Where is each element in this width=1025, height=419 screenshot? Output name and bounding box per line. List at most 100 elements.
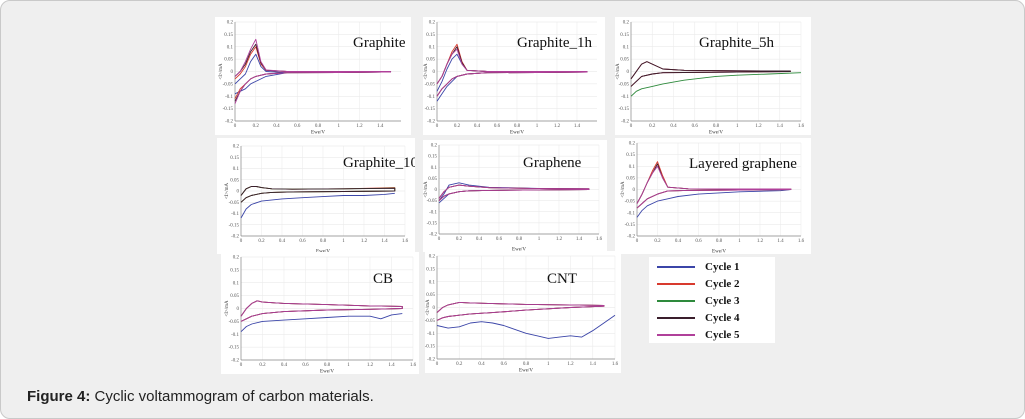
y-tick-label: -0.15 bbox=[425, 345, 435, 350]
y-tick-label: 0.2 bbox=[429, 255, 436, 260]
y-tick-label: 0.15 bbox=[620, 33, 629, 38]
x-tick-label: 1.2 bbox=[367, 363, 374, 368]
x-tick-label: 0.8 bbox=[320, 239, 327, 244]
x-tick-label: 1.2 bbox=[554, 124, 561, 129]
y-tick-label: 0.05 bbox=[626, 176, 635, 181]
x-tick-label: 0.4 bbox=[478, 362, 485, 367]
y-axis-label: <I>/mA bbox=[424, 63, 429, 80]
y-tick-label: -0.1 bbox=[225, 95, 233, 100]
x-tick-label: 1 bbox=[536, 124, 539, 129]
x-tick-label: 0.4 bbox=[281, 363, 288, 368]
y-tick-label: 0.05 bbox=[620, 58, 629, 63]
y-tick-label: -0.2 bbox=[627, 235, 635, 240]
x-tick-label: 0.8 bbox=[514, 124, 521, 129]
x-tick-label: 0.4 bbox=[474, 124, 481, 129]
series-cycle-1 bbox=[240, 192, 395, 219]
x-axis-label: Ewe/V bbox=[320, 370, 334, 375]
y-tick-label: -0.15 bbox=[229, 346, 240, 351]
y-tick-label: -0.1 bbox=[427, 95, 435, 100]
x-tick-label: 1.4 bbox=[590, 362, 597, 367]
chart-svg: 0.20.150.10.050-0.05-0.1-0.15-0.20 0.2 0.4… bbox=[225, 145, 415, 254]
x-tick-label: 0.4 bbox=[670, 124, 677, 129]
y-tick-label: -0.2 bbox=[231, 235, 239, 240]
y-tick-label: 0.1 bbox=[233, 167, 240, 172]
figure-caption: Figure 4: Cyclic voltammogram of carbon … bbox=[27, 388, 374, 405]
chart-svg: 0.20.150.10.050-0.05-0.1-0.15-0.20 0.2 0.4… bbox=[616, 21, 805, 135]
x-axis-label: Ewe/V bbox=[712, 250, 726, 255]
legend-item-cycle-2: Cycle 2 bbox=[657, 276, 775, 292]
y-tick-label: 0.15 bbox=[224, 33, 233, 38]
chart-title: Graphite_5h bbox=[699, 35, 774, 51]
x-tick-label: 1 bbox=[547, 362, 550, 367]
x-tick-label: 0 bbox=[438, 237, 441, 242]
x-tick-label: 0.2 bbox=[259, 363, 266, 368]
series-cycle-1 bbox=[636, 189, 791, 218]
x-tick-label: 0 bbox=[630, 124, 633, 129]
x-tick-label: 0.8 bbox=[716, 239, 723, 244]
x-tick-label: 0 bbox=[240, 239, 243, 244]
y-tick-label: 0.1 bbox=[227, 45, 234, 50]
cv-chart-cb: 0.2 0.15 0.1 0.05 0 -0.05 -0.1 -0.15 -0.2 0 0.2 0.4… bbox=[221, 252, 419, 374]
series-cycle-5 bbox=[436, 48, 588, 97]
y-tick-label: 0 bbox=[627, 70, 630, 75]
cv-chart-graphite: 0.2 0.15 0.1 0.05 0 -0.05 -0.1 -0.15 -0.2 0 0.2 0.4… bbox=[215, 17, 411, 135]
x-tick-label: 0.2 bbox=[456, 362, 463, 367]
x-tick-label: 0 bbox=[436, 124, 439, 129]
y-tick-label: -0.05 bbox=[229, 201, 240, 206]
y-tick-label: -0.05 bbox=[223, 82, 234, 87]
x-tick-label: 0.2 bbox=[253, 124, 260, 129]
x-tick-label: 1.6 bbox=[798, 239, 805, 244]
x-tick-label: 1.6 bbox=[410, 363, 417, 368]
x-tick-label: 1 bbox=[736, 124, 739, 129]
y-tick-label: -0.2 bbox=[429, 233, 437, 238]
legend-label: Cycle 4 bbox=[705, 312, 740, 324]
x-tick-label: 1 bbox=[538, 237, 541, 242]
legend-swatch bbox=[657, 334, 695, 336]
y-tick-label: -0.05 bbox=[229, 320, 240, 325]
y-tick-label: 0 bbox=[435, 188, 438, 193]
cv-chart-graphene: 0.2 0.15 0.1 0.05 0 -0.05 -0.1 -0.15 -0.2 0 0.2 0.4… bbox=[423, 140, 607, 252]
y-tick-label: -0.15 bbox=[229, 223, 240, 228]
y-tick-label: -0.05 bbox=[425, 319, 435, 324]
series-cycle-5 bbox=[636, 165, 792, 209]
x-tick-label: 1.4 bbox=[381, 239, 388, 244]
y-tick-label: 0.05 bbox=[224, 58, 233, 63]
x-tick-label: 1.2 bbox=[361, 239, 368, 244]
y-tick-label: -0.15 bbox=[625, 223, 636, 228]
x-axis-label: Ewe/V bbox=[519, 369, 533, 374]
legend-item-cycle-4: Cycle 4 bbox=[657, 310, 775, 326]
chart-svg: 0.20.150.10.050-0.05-0.1-0.15-0.20 0.2 0.4… bbox=[424, 144, 603, 252]
y-tick-label: 0.1 bbox=[429, 280, 436, 285]
x-tick-label: 1.6 bbox=[402, 239, 409, 244]
chart-title: Graphene bbox=[523, 155, 582, 171]
y-tick-label: 0.05 bbox=[230, 178, 239, 183]
legend-label: Cycle 1 bbox=[705, 261, 740, 273]
y-tick-label: 0 bbox=[433, 306, 436, 311]
x-tick-label: 1.2 bbox=[755, 124, 762, 129]
y-tick-label: 0.2 bbox=[623, 21, 630, 26]
series-cycle-4 bbox=[630, 61, 791, 87]
x-tick-label: 1.2 bbox=[567, 362, 574, 367]
x-tick-label: 1 bbox=[738, 239, 741, 244]
x-tick-label: 0.6 bbox=[302, 363, 309, 368]
legend-swatch bbox=[657, 266, 695, 268]
y-tick-label: 0.15 bbox=[428, 155, 437, 160]
x-tick-label: 0 bbox=[234, 124, 237, 129]
y-tick-label: -0.1 bbox=[427, 332, 435, 337]
series-cycle-5 bbox=[438, 184, 590, 201]
series-cycle-1 bbox=[234, 53, 392, 95]
x-tick-label: 0.2 bbox=[649, 124, 656, 129]
x-tick-label: 0.6 bbox=[496, 237, 503, 242]
x-tick-label: 0 bbox=[240, 363, 243, 368]
x-tick-label: 0.2 bbox=[454, 124, 461, 129]
y-tick-label: 0.15 bbox=[230, 268, 239, 273]
cv-chart-graphite-10h: 0.2 0.15 0.1 0.05 0 -0.05 -0.1 -0.15 -0.2 0 0.2 0.4… bbox=[217, 138, 415, 254]
x-tick-label: 0.6 bbox=[692, 124, 699, 129]
series-cycle-5 bbox=[234, 38, 392, 104]
x-tick-label: 1.2 bbox=[556, 237, 563, 242]
legend-swatch bbox=[657, 317, 695, 319]
y-tick-label: -0.2 bbox=[427, 120, 435, 125]
y-tick-label: 0.1 bbox=[629, 165, 636, 170]
legend-item-cycle-5: Cycle 5 bbox=[657, 327, 775, 343]
y-tick-label: 0.2 bbox=[431, 144, 438, 149]
